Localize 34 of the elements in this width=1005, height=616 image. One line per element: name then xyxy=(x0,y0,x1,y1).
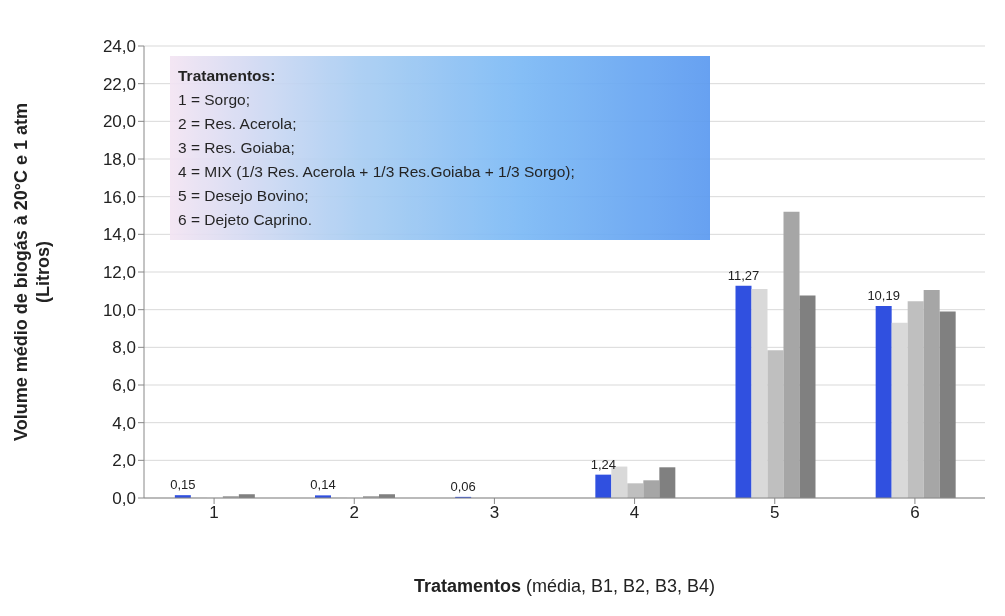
annotation: 3 = Res. Goiaba; xyxy=(178,138,296,158)
y-tick-label: 14,0 xyxy=(102,225,136,245)
annotation: Tratamentos: xyxy=(178,66,277,86)
annotation: 2 = Res. Acerola; xyxy=(178,114,298,134)
annotation: 6 = Dejeto Caprino. xyxy=(178,210,313,230)
x-tick-label: 6 xyxy=(910,503,920,523)
x-tick-label: 3 xyxy=(489,503,500,523)
x-axis-title: Tratamentos (média, B1, B2, B3, B4) xyxy=(412,576,717,597)
data-label: 1,24 xyxy=(590,456,616,472)
y-tick-label: 12,0 xyxy=(102,263,136,283)
y-axis-title: Volume médio de biogás à 20°C e 1 atm (Litros) xyxy=(11,103,53,441)
data-label: 11,27 xyxy=(727,267,760,283)
data-label: 10,19 xyxy=(867,288,900,304)
x-tick-label: 2 xyxy=(349,503,359,523)
y-tick-label: 2,0 xyxy=(112,451,136,471)
y-tick-label: 18,0 xyxy=(102,150,136,170)
data-label: 0,15 xyxy=(170,477,196,493)
y-tick-label: 4,0 xyxy=(112,413,136,433)
y-tick-label: 10,0 xyxy=(102,300,136,320)
annotation: 4 = MIX (1/3 Res. Acerola + 1/3 Res.Goiaba + 1/3 Sorgo); xyxy=(178,162,576,182)
y-tick-label: 6,0 xyxy=(112,376,136,396)
data-label: 0,06 xyxy=(450,478,476,494)
y-tick-label: 24,0 xyxy=(102,37,136,57)
x-tick-label: 4 xyxy=(629,503,640,523)
y-tick-label: 20,0 xyxy=(102,112,136,132)
y-tick-label: 8,0 xyxy=(112,338,136,358)
data-label: 0,14 xyxy=(310,477,336,493)
x-tick-label: 1 xyxy=(209,503,219,523)
y-tick-label: 16,0 xyxy=(102,187,136,207)
y-tick-label: 22,0 xyxy=(102,74,136,94)
annotation: 5 = Desejo Bovino; xyxy=(178,186,310,206)
y-tick-label: 0,0 xyxy=(112,489,136,509)
annotation: 1 = Sorgo; xyxy=(178,90,251,110)
x-tick-label: 5 xyxy=(770,503,780,523)
